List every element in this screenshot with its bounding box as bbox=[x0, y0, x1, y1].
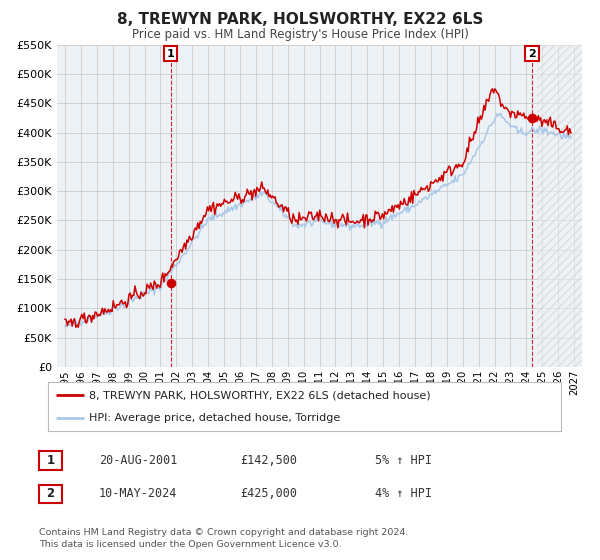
Text: This data is licensed under the Open Government Licence v3.0.: This data is licensed under the Open Gov… bbox=[39, 540, 341, 549]
Text: 5% ↑ HPI: 5% ↑ HPI bbox=[375, 454, 432, 467]
Text: 1: 1 bbox=[46, 454, 55, 467]
Bar bbox=[538, 45, 582, 367]
Text: £425,000: £425,000 bbox=[240, 487, 297, 501]
Text: 4% ↑ HPI: 4% ↑ HPI bbox=[375, 487, 432, 501]
Point bbox=[166, 279, 175, 288]
Text: 8, TREWYN PARK, HOLSWORTHY, EX22 6LS (detached house): 8, TREWYN PARK, HOLSWORTHY, EX22 6LS (de… bbox=[89, 390, 431, 400]
Text: 10-MAY-2024: 10-MAY-2024 bbox=[99, 487, 178, 501]
Bar bbox=[538, 45, 582, 367]
Text: 2: 2 bbox=[528, 49, 536, 59]
Text: 20-AUG-2001: 20-AUG-2001 bbox=[99, 454, 178, 467]
Text: 1: 1 bbox=[167, 49, 175, 59]
Text: 2: 2 bbox=[46, 487, 55, 501]
Text: Contains HM Land Registry data © Crown copyright and database right 2024.: Contains HM Land Registry data © Crown c… bbox=[39, 528, 409, 537]
Text: Price paid vs. HM Land Registry's House Price Index (HPI): Price paid vs. HM Land Registry's House … bbox=[131, 28, 469, 41]
Point bbox=[527, 114, 537, 123]
Text: £142,500: £142,500 bbox=[240, 454, 297, 467]
Text: HPI: Average price, detached house, Torridge: HPI: Average price, detached house, Torr… bbox=[89, 413, 340, 423]
Text: 8, TREWYN PARK, HOLSWORTHY, EX22 6LS: 8, TREWYN PARK, HOLSWORTHY, EX22 6LS bbox=[117, 12, 483, 27]
